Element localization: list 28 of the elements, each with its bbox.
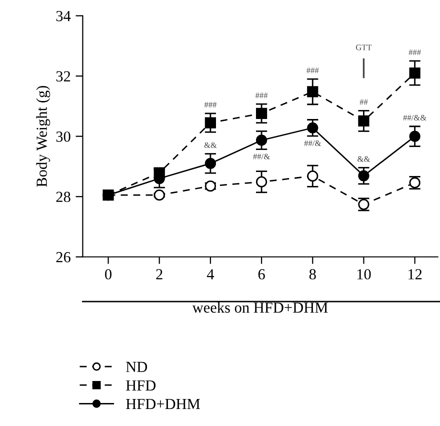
annotation: ### bbox=[306, 68, 319, 74]
y-tick-label: 26 bbox=[56, 252, 70, 262]
y-tick-label: 30 bbox=[56, 131, 70, 142]
annotation: ### bbox=[255, 92, 268, 98]
legend-label: ND bbox=[126, 362, 148, 372]
y-tick-label: 34 bbox=[56, 10, 71, 22]
annotation: && bbox=[358, 156, 370, 162]
x-axis-title: weeks on HFD+DHM bbox=[192, 302, 328, 313]
x-tick-label: 4 bbox=[206, 269, 214, 280]
legend-label: HFD bbox=[126, 380, 156, 390]
x-tick-label: 8 bbox=[309, 269, 316, 280]
annotation: ### bbox=[408, 50, 421, 56]
legend-label: HFD+DHM bbox=[126, 398, 200, 410]
annotation: ## bbox=[360, 99, 368, 105]
x-tick-label: 0 bbox=[105, 269, 112, 280]
x-tick-label: 10 bbox=[357, 269, 371, 280]
annotation: && bbox=[204, 142, 217, 148]
y-tick-label: 28 bbox=[56, 192, 70, 202]
y-tick-label: 32 bbox=[56, 71, 70, 82]
annotation: ##/&& bbox=[403, 114, 426, 121]
annotation: ### bbox=[204, 102, 217, 108]
annotation: ##/& bbox=[253, 154, 270, 160]
ref-line-label: GTT bbox=[356, 44, 372, 50]
annotation: ##/& bbox=[304, 140, 322, 146]
x-tick-label: 2 bbox=[156, 269, 162, 280]
x-tick-label: 6 bbox=[258, 269, 265, 280]
y-axis-title: Body Weight (g) bbox=[36, 86, 50, 187]
x-tick-label: 12 bbox=[408, 269, 422, 280]
